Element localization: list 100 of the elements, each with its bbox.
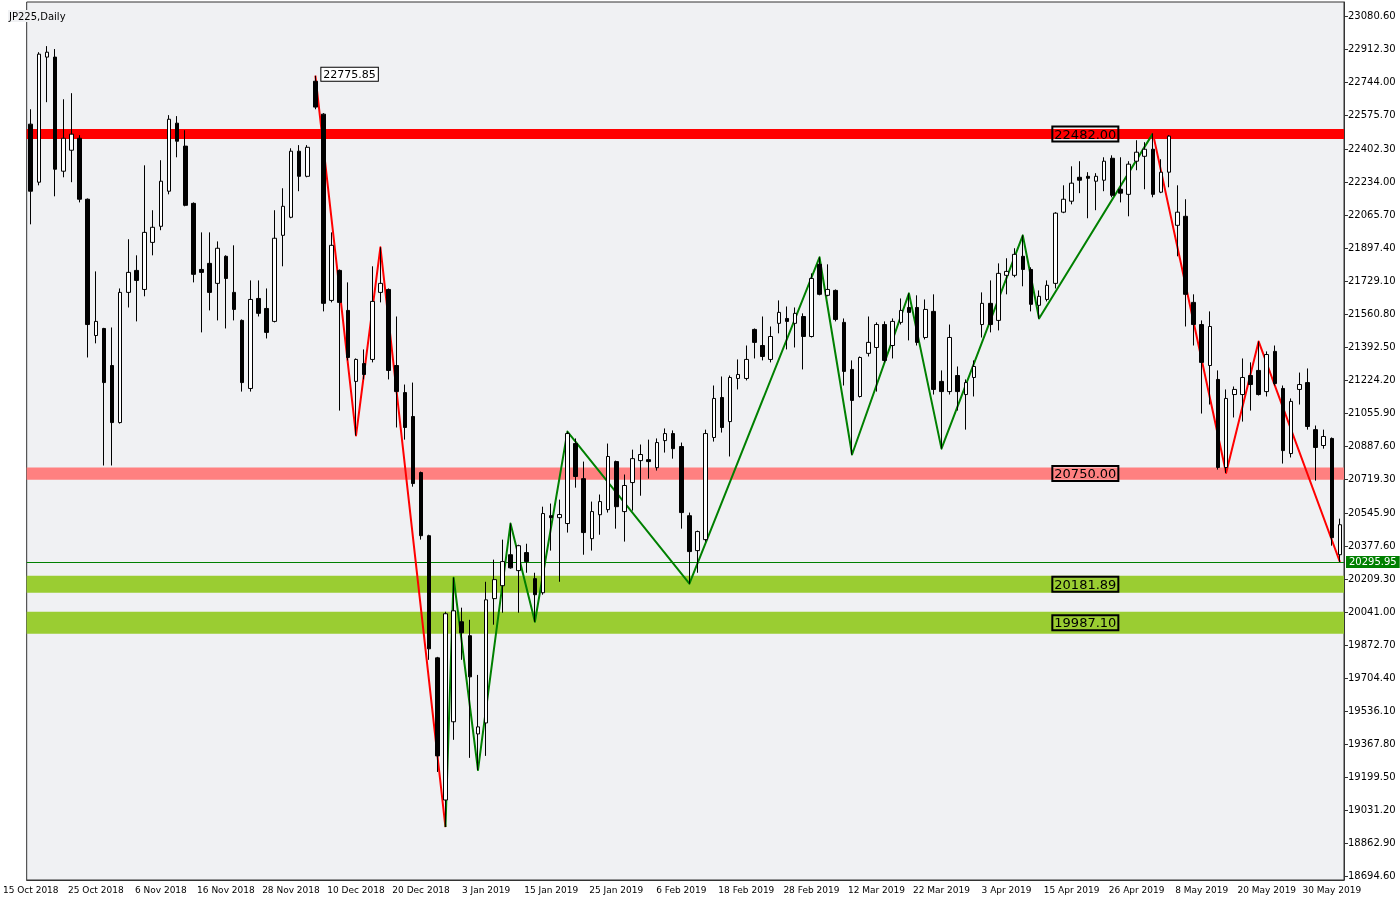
ref-line-label: 20295.95 (1349, 556, 1397, 568)
candlestick (980, 291, 984, 338)
candlestick (598, 494, 602, 536)
y-tick-label: 19367.80 (1348, 738, 1396, 750)
candlestick (866, 316, 871, 357)
y-tick-label: 20545.90 (1348, 507, 1396, 519)
candlestick (256, 279, 261, 317)
candlestick (248, 279, 253, 393)
candlestick (1199, 319, 1204, 415)
candlestick (939, 369, 944, 450)
candlestick (1240, 357, 1245, 423)
candlestick (1021, 234, 1025, 287)
candlestick (996, 262, 1001, 331)
x-tick-label: 18 Feb 2019 (718, 884, 775, 895)
candlestick (1167, 134, 1171, 188)
candlestick (191, 201, 196, 283)
band-label: 19987.10 (1054, 615, 1117, 631)
candlestick (264, 287, 269, 339)
candlestick (777, 299, 781, 334)
candlestick (28, 108, 33, 225)
candlestick (508, 523, 513, 570)
candlestick (590, 501, 594, 552)
candlestick (1037, 289, 1041, 319)
x-tick-label: 12 Mar 2019 (847, 884, 906, 895)
candlestick (882, 320, 887, 363)
candlestick (1126, 160, 1131, 217)
candlestick (801, 312, 806, 370)
x-tick-label: 26 Apr 2019 (1108, 884, 1165, 895)
candlestick (1232, 385, 1237, 418)
candlestick (1338, 518, 1342, 563)
candlestick (468, 619, 472, 759)
candlestick (720, 375, 724, 434)
candlestick (606, 443, 610, 514)
candlestick (671, 429, 675, 460)
candlestick (443, 611, 448, 828)
candlestick (744, 345, 749, 381)
candlestick (703, 429, 708, 543)
candlestick (354, 357, 358, 437)
x-tick-label: 15 Jan 2019 (524, 884, 579, 895)
candlestick (85, 197, 90, 358)
candlestick (159, 159, 163, 231)
y-tick-label: 20377.60 (1348, 540, 1396, 552)
candlestick (964, 378, 968, 431)
x-tick-label: 8 May 2019 (1175, 884, 1229, 895)
candlestick (842, 317, 846, 387)
y-tick-label: 22065.70 (1348, 209, 1396, 221)
candlestick (614, 460, 619, 530)
x-tick-label: 20 May 2019 (1237, 884, 1297, 895)
candlestick (760, 316, 765, 361)
candlestick (533, 572, 537, 623)
y-tick-label: 21392.50 (1348, 341, 1396, 353)
candlestick (1012, 247, 1017, 278)
x-tick-label: 15 Oct 2018 (2, 884, 59, 895)
candlestick (1183, 198, 1188, 327)
candlestick (728, 375, 732, 457)
y-tick-label: 19031.20 (1348, 804, 1396, 816)
candlestick (695, 530, 700, 574)
candlestick (411, 382, 415, 488)
candlestick (1297, 372, 1302, 406)
candlestick (655, 437, 659, 472)
candlestick (1216, 369, 1220, 471)
candlestick (134, 254, 139, 322)
candlestick (1045, 279, 1049, 302)
x-tick-label: 6 Nov 2018 (134, 884, 188, 895)
y-tick-label: 20887.60 (1348, 440, 1396, 452)
candlestick (972, 359, 976, 397)
candlestick (890, 317, 895, 359)
candlestick (1061, 184, 1066, 214)
x-tick-label: 30 May 2019 (1302, 884, 1362, 895)
candlestick (630, 449, 635, 512)
y-tick-label: 19536.10 (1348, 705, 1396, 717)
candlestick (207, 231, 212, 311)
candlestick (1208, 310, 1212, 406)
candlestick (785, 306, 789, 350)
candlestick (492, 559, 497, 626)
candlestick (825, 263, 830, 297)
candlestick (923, 298, 928, 340)
candlestick (126, 238, 131, 308)
x-tick-label: 16 Nov 2018 (197, 884, 255, 895)
candlestick (1029, 266, 1033, 312)
candlestick (297, 144, 301, 192)
candlestick (646, 439, 651, 480)
candlestick (370, 265, 375, 363)
y-tick-label: 22744.00 (1348, 76, 1396, 88)
y-tick-label: 20209.30 (1348, 573, 1396, 585)
candlestick (907, 292, 911, 341)
y-tick-label: 21729.10 (1348, 275, 1396, 287)
candlestick (768, 326, 773, 363)
candlestick (53, 48, 57, 197)
y-tick-label: 18862.90 (1348, 837, 1396, 849)
x-tick-label: 28 Nov 2018 (262, 884, 321, 895)
candlestick (1159, 158, 1163, 194)
candlestick (1004, 257, 1009, 295)
candlestick (947, 324, 952, 396)
candlestick (1191, 293, 1196, 347)
candlestick (573, 437, 578, 489)
candlestick (150, 209, 155, 256)
y-tick-label: 21560.80 (1348, 308, 1396, 320)
candlestick (955, 365, 960, 412)
candlestick (476, 674, 480, 771)
